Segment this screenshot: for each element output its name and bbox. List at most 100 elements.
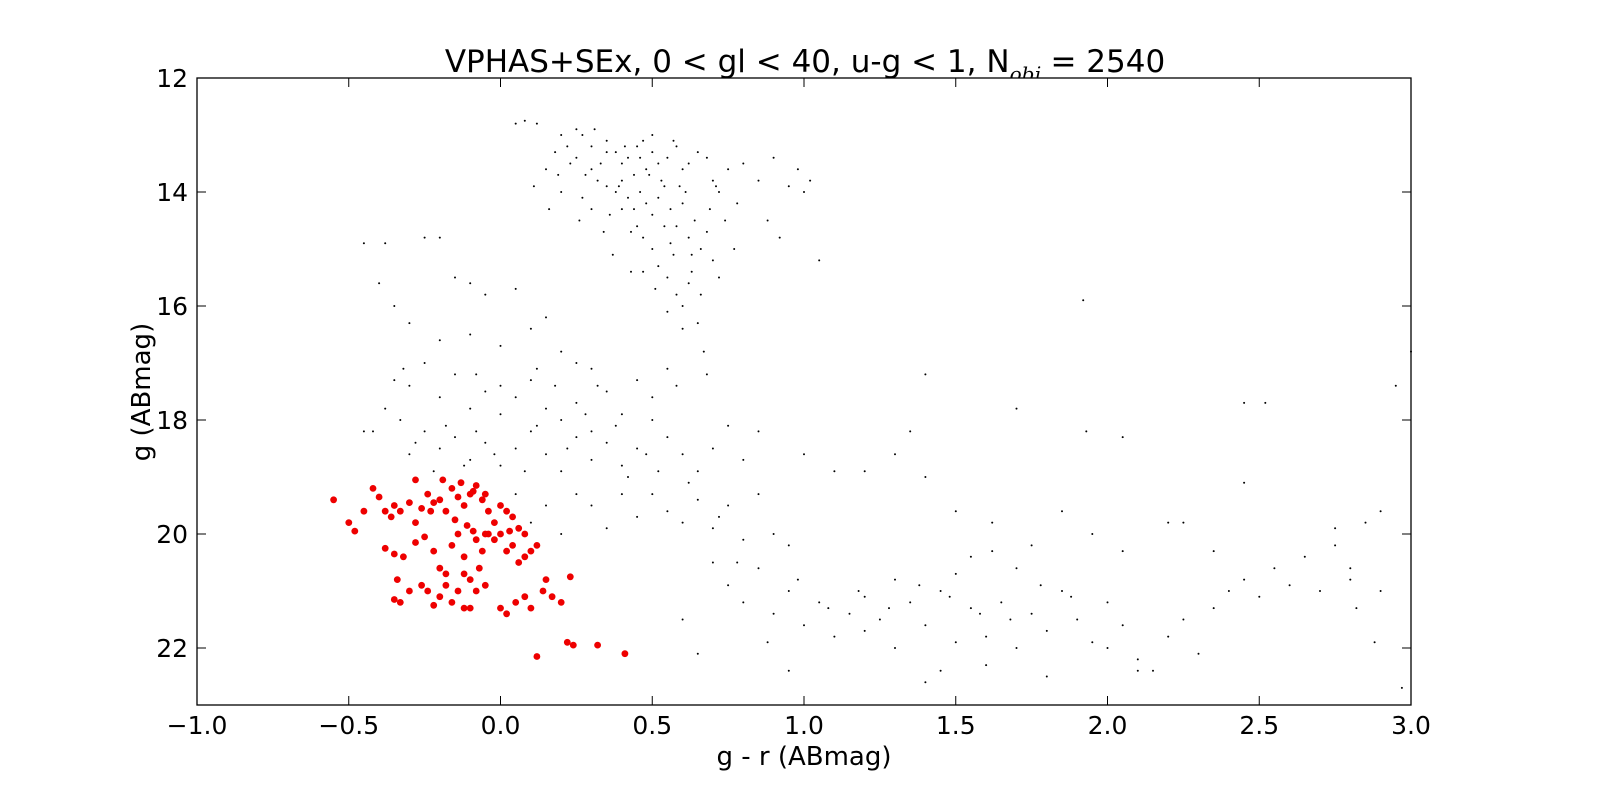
black-point-47 bbox=[687, 282, 690, 285]
black-point-280 bbox=[766, 641, 769, 644]
black-point-277 bbox=[857, 590, 860, 592]
x-tick-label: 2.0 bbox=[1088, 711, 1128, 740]
black-point-267 bbox=[1400, 686, 1403, 689]
red-point-55 bbox=[436, 593, 444, 601]
red-point-89 bbox=[451, 516, 459, 524]
red-point-29 bbox=[390, 550, 398, 558]
red-point-86 bbox=[457, 479, 465, 487]
red-point-4 bbox=[375, 493, 383, 501]
red-point-2 bbox=[351, 527, 359, 535]
x-tick-label: 2.5 bbox=[1239, 711, 1279, 740]
red-point-1 bbox=[345, 519, 353, 526]
x-tick-label: 1.5 bbox=[936, 711, 976, 740]
black-point-236 bbox=[894, 453, 896, 456]
black-point-268 bbox=[1334, 527, 1337, 530]
black-point-144 bbox=[742, 458, 745, 461]
black-point-147 bbox=[651, 396, 654, 399]
black-point-111 bbox=[575, 401, 578, 404]
black-point-225 bbox=[991, 521, 994, 524]
red-point-51 bbox=[393, 576, 401, 583]
black-point-324 bbox=[605, 151, 608, 154]
red-point-43 bbox=[491, 536, 498, 544]
black-point-275 bbox=[918, 584, 921, 587]
black-point-112 bbox=[590, 430, 593, 433]
red-point-74 bbox=[396, 599, 404, 606]
black-point-317 bbox=[623, 145, 626, 148]
red-point-47 bbox=[515, 559, 523, 566]
black-point-176 bbox=[818, 601, 821, 604]
black-point-190 bbox=[1030, 612, 1033, 615]
red-point-70 bbox=[557, 599, 565, 606]
black-point-191 bbox=[1045, 629, 1048, 632]
x-tick-label: 3.0 bbox=[1391, 711, 1431, 740]
red-point-57 bbox=[448, 599, 456, 606]
black-point-118 bbox=[469, 458, 472, 461]
red-point-15 bbox=[442, 507, 450, 515]
red-point-0 bbox=[330, 496, 337, 504]
black-point-162 bbox=[757, 493, 760, 496]
black-point-115 bbox=[423, 430, 426, 433]
black-point-254 bbox=[809, 179, 812, 182]
black-point-205 bbox=[1258, 595, 1261, 598]
title-suffix: = 2540 bbox=[1041, 44, 1166, 80]
black-point-282 bbox=[718, 515, 720, 518]
black-point-4 bbox=[575, 128, 578, 131]
red-point-17 bbox=[454, 493, 462, 501]
black-point-119 bbox=[484, 441, 487, 444]
red-point-87 bbox=[469, 487, 477, 495]
red-point-28 bbox=[381, 544, 389, 552]
black-point-95 bbox=[514, 287, 517, 290]
black-point-139 bbox=[666, 436, 669, 439]
red-point-22 bbox=[485, 507, 492, 515]
red-point-27 bbox=[515, 524, 523, 532]
black-point-81 bbox=[384, 242, 387, 245]
black-point-9 bbox=[627, 156, 629, 159]
black-point-134 bbox=[523, 470, 526, 473]
red-point-95 bbox=[506, 527, 513, 535]
black-point-68 bbox=[684, 191, 687, 193]
black-point-25 bbox=[627, 196, 629, 199]
red-point-85 bbox=[439, 476, 447, 484]
black-point-240 bbox=[909, 430, 912, 433]
black-point-43 bbox=[657, 265, 660, 268]
y-tick-label: 20 bbox=[156, 520, 188, 549]
black-point-167 bbox=[636, 515, 639, 518]
black-point-6 bbox=[605, 139, 608, 142]
black-point-148 bbox=[666, 367, 669, 370]
black-point-39 bbox=[711, 259, 714, 262]
black-point-53 bbox=[736, 202, 739, 205]
black-point-5 bbox=[590, 145, 593, 148]
black-point-195 bbox=[1106, 601, 1109, 604]
y-tick-label: 16 bbox=[156, 292, 188, 321]
black-point-16 bbox=[681, 168, 684, 171]
black-point-304 bbox=[560, 191, 563, 193]
black-point-250 bbox=[818, 259, 821, 262]
black-point-284 bbox=[657, 470, 660, 473]
black-point-151 bbox=[475, 373, 478, 376]
black-point-210 bbox=[1334, 544, 1337, 547]
black-point-80 bbox=[362, 242, 365, 245]
black-point-79 bbox=[678, 185, 681, 188]
black-point-305 bbox=[548, 208, 551, 211]
black-point-259 bbox=[575, 493, 578, 496]
black-point-149 bbox=[535, 367, 538, 370]
black-point-262 bbox=[787, 669, 790, 672]
black-point-318 bbox=[633, 173, 635, 176]
black-point-110 bbox=[560, 419, 563, 421]
red-point-6 bbox=[387, 513, 395, 521]
black-point-48 bbox=[696, 322, 699, 325]
red-point-50 bbox=[533, 542, 541, 549]
red-point-83 bbox=[360, 507, 368, 515]
black-point-227 bbox=[1061, 510, 1063, 513]
black-point-132 bbox=[463, 464, 466, 467]
red-point-34 bbox=[436, 564, 444, 572]
black-point-58 bbox=[803, 191, 805, 193]
red-point-13 bbox=[430, 499, 438, 506]
black-point-297 bbox=[681, 327, 684, 330]
black-point-243 bbox=[1085, 430, 1088, 433]
black-point-57 bbox=[787, 185, 790, 188]
black-point-169 bbox=[711, 561, 714, 564]
red-point-72 bbox=[542, 576, 550, 583]
black-point-288 bbox=[475, 430, 478, 433]
black-point-159 bbox=[711, 527, 714, 530]
